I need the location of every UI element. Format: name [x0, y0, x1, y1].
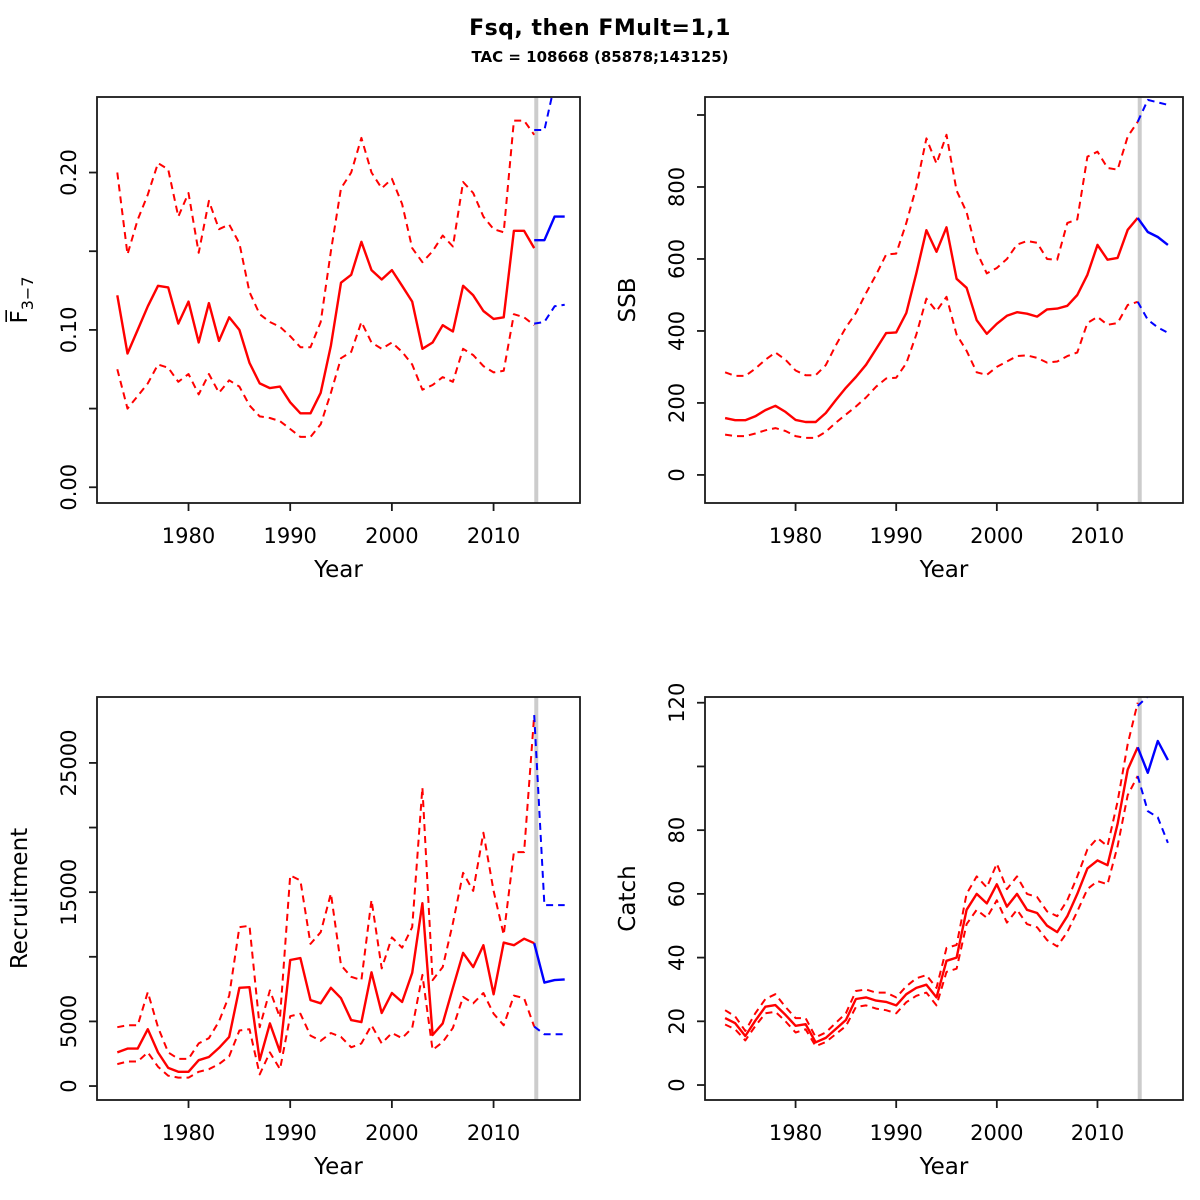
ssb-y-tick-label: 200 — [665, 383, 689, 423]
recruitment-lower-ci-forecast-line — [533, 1025, 565, 1036]
catch-x-axis-title: Year — [919, 1154, 969, 1180]
recruitment-upper-ci-historic-line — [117, 715, 536, 1060]
catch-y-tick-label: 0 — [665, 1078, 689, 1091]
catch-x-axis: 1980 1990 2000 2010 — [769, 1100, 1124, 1145]
ssb-upper-ci-historic-line — [724, 121, 1139, 377]
recruitment-x-axis-title: Year — [313, 1154, 363, 1180]
ssb-plot-box — [704, 96, 1184, 504]
ssb-y-tick-label: 400 — [665, 311, 689, 351]
catch-lower-ci-historic-line — [724, 775, 1139, 1048]
recruitment-median-historic-line — [116, 901, 535, 1073]
chart-recruitment: 0 5000 15000 25000 1980 1990 2000 2010 Recruitme… — [7, 696, 581, 1180]
ssb-y-axis-title: SSB — [615, 278, 641, 323]
catch-y-tick-label: 120 — [665, 683, 689, 723]
recruitment-y-axis-title: Recruitment — [7, 828, 33, 969]
chart-f: 0.00 0.10 0.20 1980 1990 2000 2010 F̅3−7 Year — [5, 96, 581, 583]
panel-recruitment: 0 5000 15000 25000 1980 1990 2000 2010 Recruitme… — [0, 660, 600, 1200]
panel-ssb: 0 200 400 600 800 1980 1990 2000 2010 SSB Year — [600, 60, 1200, 610]
page-title: Fsq, then FMult=1,1 — [469, 16, 731, 41]
f-lower-ci-forecast-line — [534, 303, 565, 325]
recruitment-x-tick-label: 2000 — [365, 1121, 418, 1145]
catch-lower-ci-forecast-line — [1136, 775, 1169, 844]
f-y-tick-label: 0.20 — [57, 149, 81, 196]
f-x-tick-label: 1980 — [162, 524, 215, 548]
recruitment-x-tick-label: 1990 — [263, 1121, 316, 1145]
ssb-x-axis: 1980 1990 2000 2010 — [769, 503, 1124, 548]
ssb-x-tick-label: 2000 — [970, 524, 1023, 548]
f-median-historic-line — [116, 229, 536, 415]
ssb-y-tick-label: 600 — [665, 239, 689, 279]
f-upper-ci-forecast-line — [534, 97, 553, 131]
panel-catch: 0 20 40 60 80 120 1980 1990 2000 2010 Catch Year — [600, 660, 1200, 1200]
recruitment-upper-ci-forecast-line — [533, 715, 565, 907]
f-median-forecast-line — [534, 215, 565, 242]
chart-ssb: 0 200 400 600 800 1980 1990 2000 2010 SSB Year — [615, 96, 1184, 583]
catch-x-tick-label: 2010 — [1071, 1121, 1124, 1145]
ssb-y-tick-label: 800 — [665, 167, 689, 207]
ssb-x-tick-label: 2010 — [1071, 524, 1124, 548]
catch-x-tick-label: 1980 — [769, 1121, 822, 1145]
f-x-axis: 1980 1990 2000 2010 — [162, 503, 520, 548]
catch-upper-ci-forecast-line — [1137, 697, 1149, 707]
catch-x-tick-label: 1990 — [869, 1121, 922, 1145]
recruitment-y-tick-label: 0 — [57, 1079, 81, 1092]
ssb-upper-ci-forecast-line — [1136, 98, 1169, 123]
ssb-median-forecast-line — [1136, 217, 1169, 246]
catch-median-historic-line — [724, 746, 1139, 1044]
f-plot-box — [96, 96, 581, 504]
f-y-tick-label: 0.10 — [57, 307, 81, 354]
ssb-lower-ci-forecast-line — [1136, 301, 1169, 334]
recruitment-x-tick-label: 2010 — [467, 1121, 520, 1145]
tac-subtitle: TAC = 108668 (85878;143125) — [471, 48, 729, 66]
panel-fishing-mortality: 0.00 0.10 0.20 1980 1990 2000 2010 F̅3−7 Year — [0, 60, 600, 610]
recruitment-y-tick-label: 25000 — [57, 730, 81, 797]
recruitment-plot-box — [96, 696, 581, 1101]
recruitment-y-axis: 0 5000 15000 25000 — [57, 730, 97, 1093]
f-x-tick-label: 2010 — [467, 524, 520, 548]
catch-y-tick-label: 80 — [665, 817, 689, 844]
ssb-lower-ci-historic-line — [724, 295, 1139, 439]
recruitment-x-tick-label: 1980 — [162, 1121, 215, 1145]
f-lower-ci-historic-line — [116, 313, 535, 438]
recruitment-x-axis: 1980 1990 2000 2010 — [162, 1100, 520, 1145]
ssb-median-historic-line — [724, 217, 1139, 424]
f-y-tick-label: 0.00 — [57, 464, 81, 511]
catch-y-tick-label: 20 — [665, 1008, 689, 1035]
catch-plot-box — [704, 696, 1184, 1101]
f-y-axis-title: F̅3−7 — [5, 277, 37, 324]
ssb-x-tick-label: 1990 — [869, 524, 922, 548]
catch-x-tick-label: 2000 — [970, 1121, 1023, 1145]
recruitment-y-tick-label: 5000 — [57, 995, 81, 1048]
catch-y-tick-label: 40 — [665, 944, 689, 971]
catch-y-axis-title: Catch — [615, 865, 641, 931]
f-x-tick-label: 1990 — [263, 524, 316, 548]
catch-upper-ci-historic-line — [724, 702, 1139, 1039]
catch-median-forecast-line — [1136, 739, 1169, 775]
catch-y-tick-label: 60 — [665, 881, 689, 908]
ssb-x-axis-title: Year — [919, 557, 969, 583]
ssb-x-tick-label: 1980 — [769, 524, 822, 548]
catch-y-axis: 0 20 40 60 80 120 — [665, 683, 705, 1092]
recruitment-y-tick-label: 15000 — [57, 859, 81, 926]
ssb-y-axis: 0 200 400 600 800 — [665, 114, 705, 482]
f-x-axis-title: Year — [313, 557, 363, 583]
f-y-axis: 0.00 0.10 0.20 — [57, 149, 97, 511]
ssb-y-tick-label: 0 — [665, 468, 689, 481]
f-x-tick-label: 2000 — [365, 524, 418, 548]
f-upper-ci-historic-line — [116, 119, 536, 349]
chart-catch: 0 20 40 60 80 120 1980 1990 2000 2010 Catch Year — [615, 683, 1184, 1180]
recruitment-median-forecast-line — [533, 942, 565, 984]
recruitment-lower-ci-historic-line — [117, 973, 536, 1079]
